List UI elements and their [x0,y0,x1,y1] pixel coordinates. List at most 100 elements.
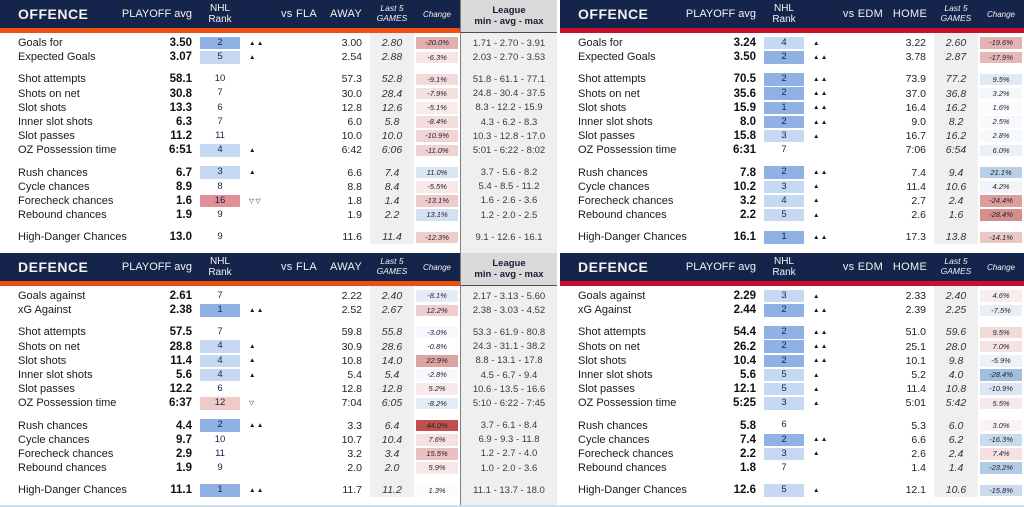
playoff-avg-value: 10.4 [733,354,756,367]
stats-table: DEFENCE PLAYOFF avg NHL Rank vs EDM HOME Last … [560,253,1024,507]
change-value: 5.5% [980,397,1022,410]
league-range-value: 3.7 - 5.6 - 8.2 [480,167,538,179]
last5-header-line2: GAMES [376,266,408,276]
nhl-rank-badge: 4 [200,340,240,353]
league-rows: 1.71 - 2.70 - 3.91 2.03 - 2.70 - 3.53 51.8… [461,33,557,244]
nhl-rank-badge: 3 [764,289,804,303]
change-value: 9.5% [980,326,1022,339]
nhl-rank-header-line1: NHL [209,3,230,14]
venue-value: 12.8 [341,101,362,114]
rank-double-up-icon: ▲▲ [813,306,829,314]
league-range-value: 5.4 - 8.5 - 11.2 [478,181,540,193]
nhl-rank-badge: 4 [200,354,240,368]
playoff-avg-value: 6.3 [176,116,192,129]
rank-double-up-icon: ▲▲ [813,104,829,112]
nhl-rank-badge: 3 [764,129,804,143]
last5-games-header: Last 5 GAMES [376,256,408,277]
last5-value: 7.4 [384,166,400,179]
change-value: -5.5% [416,181,458,193]
rank-double-up-icon: ▲▲ [813,357,829,365]
league-group: 9.1 - 12.6 - 16.1 [461,230,557,244]
playoff-avg-value: 6:51 [168,144,192,157]
last5-value: 10.0 [381,130,403,143]
stat-label: Rush chances [578,419,648,432]
change-value: -19.6% [980,37,1022,49]
playoff-avg-value: 2.44 [733,304,756,317]
change-value: -23.2% [980,462,1022,474]
stat-row: Shot attempts 70.5 2 ▲▲ 73.9 77.2 9.5% [560,72,1024,86]
stat-row: Shots on net 28.8 4 ▲ 30.9 28.6 -0.8% [0,340,460,354]
stat-label: OZ Possession time [578,144,677,157]
last5-value: 5:42 [945,397,967,410]
venue-value: 5.3 [911,419,926,432]
change-value: 22.9% [416,355,458,367]
venue-value: 5.4 [347,369,362,382]
playoff-avg-value: 4.4 [176,419,192,432]
opponent-header: vs FLA [280,261,318,273]
change-value: -28.4% [980,369,1022,381]
last5-value: 12.8 [381,383,403,396]
rank-double-up-icon: ▲▲ [813,328,829,336]
nhl-rank-badge: 4 [764,36,804,50]
stat-label: Slot passes [578,130,635,143]
last5-value: 10.8 [945,383,967,396]
league-range-value: 2.03 - 2.70 - 3.53 [472,51,546,63]
stat-label: Goals against [578,290,646,303]
venue-value: 9.0 [911,116,926,129]
league-header-line1: League [492,257,526,269]
nhl-rank-badge: 3 [764,180,804,194]
venue-header: HOME [892,8,928,20]
stat-label: Goals against [18,290,86,303]
stat-group: High-Danger Chances 13.0 9 11.6 11.4 -12.3% [0,230,460,244]
change-value: -8.2% [416,397,458,410]
stats-table: DEFENCE PLAYOFF avg NHL Rank vs FLA AWAY Last … [0,253,460,507]
defence-away-panel: DEFENCE PLAYOFF avg NHL Rank vs FLA AWAY Last … [0,253,557,507]
last5-games-header: Last 5 GAMES [941,256,972,277]
playoff-avg-value: 15.8 [733,130,756,143]
stat-group: Rush chances 6.7 3 ▲ 6.6 7.4 11.0% Cycle chance… [0,166,460,223]
stat-label: Rush chances [18,419,88,432]
playoff-avg-header: PLAYOFF avg [685,8,756,20]
last5-value: 6.0 [948,419,964,432]
playoff-avg-value: 3.2 [740,194,756,207]
nhl-rank-badge: 7 [781,461,787,473]
last5-value: 1.4 [948,462,964,475]
nhl-rank-badge: 3 [200,166,240,179]
change-value: -15.8% [980,484,1022,497]
change-value: -7.5% [980,304,1022,317]
change-value: 1.6% [980,102,1022,114]
last5-value: 2.40 [945,290,967,303]
stat-label: Inner slot shots [18,369,93,382]
venue-value: 11.4 [906,383,926,396]
stat-label: Rush chances [578,166,648,179]
playoff-avg-value: 57.5 [169,326,192,339]
league-rows: 2.17 - 3.13 - 5.60 2.38 - 3.03 - 4.52 53.3… [461,286,557,497]
venue-value: 11.6 [342,231,362,244]
change-value: 3.0% [980,419,1022,432]
nhl-rank-badge: 9 [217,208,223,220]
nhl-rank-badge: 6 [781,419,787,431]
change-value: 4.2% [980,181,1022,193]
nhl-rank-badge: 7 [217,115,223,127]
stat-label: Inner slot shots [578,369,653,382]
change-value: -3.0% [416,326,458,339]
stat-group: Shot attempts 58.1 10 57.3 52.8 -9.1% Shots on… [0,72,460,157]
bottom-divider [0,504,1024,507]
change-header: Change [986,262,1016,272]
stat-row: Rebound chances 1.8 7 1.4 1.4 -23.2% [560,461,1024,475]
rank-double-up-icon: ▲▲ [249,486,265,494]
table-header: DEFENCE PLAYOFF avg NHL Rank vs EDM HOME Last … [560,253,1024,281]
last5-value: 14.0 [381,354,403,367]
section-title: OFFENCE [578,6,649,22]
last5-value: 2.88 [381,51,403,64]
venue-value: 59.8 [341,326,362,339]
league-range-value: 2.38 - 3.03 - 4.52 [472,304,546,316]
stat-row: OZ Possession time 6:31 7 7:06 6:54 6.0% [560,143,1024,157]
last5-value: 9.4 [948,166,964,179]
last5-value: 55.8 [381,326,403,339]
rank-down-icon: ▽ [249,400,256,408]
stat-group: Rush chances 7.8 2 ▲▲ 7.4 9.4 21.1% Cycle chanc… [560,166,1024,223]
stat-row: Shots on net 35.6 2 ▲▲ 37.0 36.8 3.2% [560,87,1024,101]
stat-label: xG Against [578,304,632,317]
rank-up-icon: ▲ [249,53,257,61]
